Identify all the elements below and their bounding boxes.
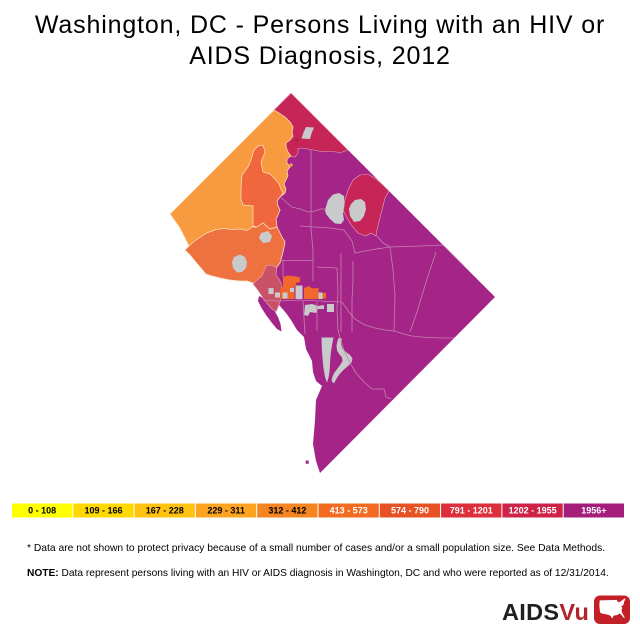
svg-text:167 - 228: 167 - 228: [146, 505, 184, 515]
svg-text:229 - 311: 229 - 311: [207, 505, 245, 515]
svg-text:109 - 166: 109 - 166: [84, 505, 122, 515]
svg-text:791 - 1201: 791 - 1201: [450, 505, 493, 515]
svg-text:1956+: 1956+: [581, 505, 606, 515]
svg-text:413 - 573: 413 - 573: [330, 505, 368, 515]
svg-text:1202 - 1955: 1202 - 1955: [509, 505, 557, 515]
svg-text:312 - 412: 312 - 412: [268, 505, 306, 515]
svg-text:574 - 790: 574 - 790: [391, 505, 429, 515]
svg-text:0 - 108: 0 - 108: [28, 505, 56, 515]
